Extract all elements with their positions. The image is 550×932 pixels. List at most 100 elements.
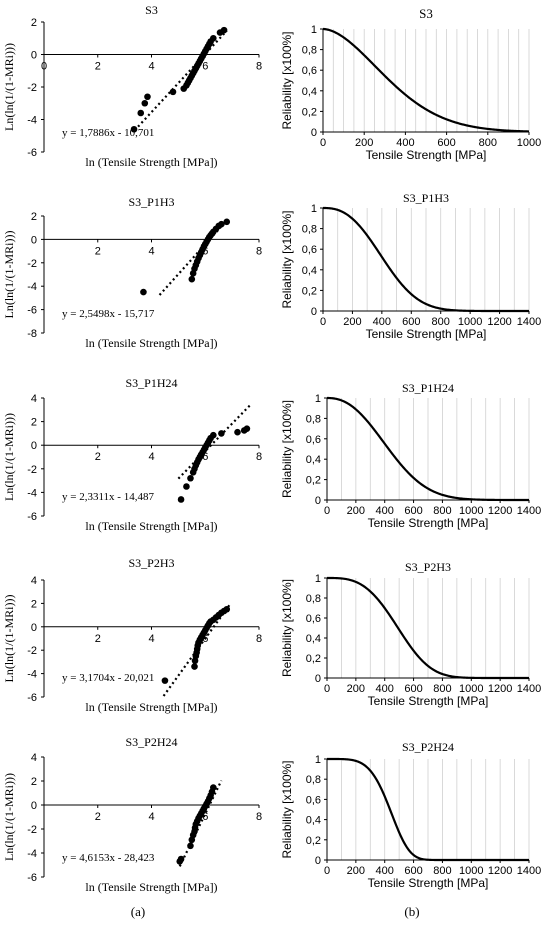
y-axis-title: Ln(ln(1/(1-MRi))) — [2, 413, 16, 501]
reliability-curve — [327, 576, 529, 680]
x-tick-label: 800 — [433, 683, 451, 695]
chart-title: S3_P2H3 — [405, 560, 451, 574]
y-tick-label: 1 — [315, 754, 321, 766]
y-axis-title: Ln(ln(1/(1-MRi))) — [2, 231, 16, 319]
y-tick-label: -6 — [27, 692, 37, 704]
x-tick-label: 1000 — [459, 865, 483, 877]
x-tick-label: 2 — [95, 633, 101, 645]
x-tick-label: 1400 — [517, 865, 541, 877]
y-tick-label: 0 — [315, 495, 321, 507]
data-point — [183, 483, 190, 490]
x-tick-label: 1000 — [517, 137, 541, 149]
reliability-plot-5: 0 0,2 0,4 0,6 0,8 1 0 200 400 600 800 1000 1200 1400 S… — [280, 740, 541, 890]
panel-label-a: (a) — [131, 904, 145, 919]
x-tick-label: 800 — [433, 865, 451, 877]
y-tick-label: 0,8 — [302, 45, 317, 57]
x-tick-label: 1400 — [517, 683, 541, 695]
y-tick-label: 0,8 — [306, 593, 321, 605]
x-tick-label: 8 — [256, 633, 262, 645]
x-tick-label: 1400 — [517, 505, 541, 517]
y-tick-label: 0,2 — [306, 835, 321, 847]
x-tick-label: 600 — [404, 505, 422, 517]
y-axis-title: Ln(ln(1/(1-MRi))) — [2, 773, 16, 861]
y-axis-title: Ln(ln(1/(1-MRi))) — [2, 595, 16, 683]
trend-equation: y = 2,5498x - 15,717 — [62, 308, 155, 320]
chart-title: S3 — [419, 6, 433, 21]
data-point — [187, 842, 194, 850]
x-tick-label: 4 — [148, 245, 154, 257]
y-tick-label: 0,2 — [302, 106, 317, 118]
data-point — [161, 677, 169, 684]
y-tick-label: 0,6 — [302, 65, 317, 77]
data-point — [140, 288, 147, 296]
x-tick-label: 600 — [402, 316, 420, 328]
y-tick-label: 1 — [311, 24, 317, 36]
y-axis-title: Ln(ln(1/(1-MRi))) — [2, 43, 16, 131]
chart-title: S3_P1H3 — [128, 195, 174, 209]
chart-title: S3_P2H3 — [128, 556, 174, 570]
x-tick-label: 400 — [373, 316, 391, 328]
x-tick-label: 2 — [95, 451, 101, 463]
x-tick-label: 200 — [347, 865, 365, 877]
x-axis-title: ln (Tensile Strength [MPa]) — [85, 155, 217, 169]
data-point — [210, 431, 217, 439]
trendline — [177, 403, 252, 480]
data-point — [137, 109, 145, 117]
y-tick-label: -6 — [27, 147, 37, 159]
y-tick-label: -6 — [27, 305, 37, 317]
y-tick-label: 0 — [315, 673, 321, 685]
trend-equation: y = 2,3311x - 14,487 — [62, 491, 154, 503]
x-tick-label: 0 — [324, 865, 330, 877]
chart-title: S3_P2H24 — [125, 735, 177, 749]
y-tick-label: 0,2 — [306, 653, 321, 665]
data-point — [218, 220, 225, 228]
x-tick-label: 8 — [256, 245, 262, 257]
data-point — [243, 425, 251, 432]
data-point — [144, 93, 151, 101]
x-axis-title: ln (Tensile Strength [MPa]) — [85, 336, 217, 350]
x-axis-title: Tensile Strength [MPa] — [368, 516, 489, 530]
y-tick-label: 0 — [31, 800, 37, 812]
x-axis-title: Tensile Strength [MPa] — [368, 876, 489, 890]
y-tick-label: 2 — [31, 776, 37, 788]
x-tick-label: 200 — [347, 683, 365, 695]
x-tick-label: 2 — [95, 61, 101, 73]
data-point — [210, 34, 217, 42]
data-point — [223, 218, 231, 226]
y-tick-label: -6 — [27, 872, 37, 884]
reliability-plot-1: 0 0,2 0,4 0,6 0,8 1 0 200 400 600 800 1000 S3 Tensile… — [280, 6, 541, 162]
x-tick-label: 0 — [41, 61, 47, 73]
y-axis-title: Reliability [x100%] — [280, 210, 294, 308]
y-tick-label: 2 — [31, 211, 37, 223]
weibull-plot-1: -6 -4 -2 0 2 0 2 4 6 8 S3 y = 1,7886x - 10,701 ln (T… — [2, 3, 262, 169]
x-tick-label: 400 — [376, 505, 394, 517]
y-tick-label: 0,2 — [306, 475, 321, 487]
y-tick-label: -4 — [27, 848, 37, 860]
reliability-plot-4: 0 0,2 0,4 0,6 0,8 1 0 200 400 600 800 1000 1200 1400 S… — [280, 560, 541, 708]
y-tick-label: -6 — [27, 511, 37, 523]
x-tick-label: 200 — [343, 316, 361, 328]
x-tick-label: 400 — [396, 137, 414, 149]
x-tick-label: 600 — [404, 683, 422, 695]
data-point — [188, 275, 196, 283]
charts-layer: -6 -4 -2 0 2 0 2 4 6 8 S3 y = 1,7886x - 10,701 ln (T… — [2, 3, 541, 894]
x-tick-label: 4 — [148, 61, 154, 73]
data-point — [234, 428, 241, 436]
y-tick-label: -2 — [27, 258, 37, 270]
y-tick-label: 0,6 — [302, 244, 317, 256]
y-tick-label: 4 — [31, 752, 37, 764]
data-point — [210, 784, 217, 791]
y-tick-label: 0 — [31, 234, 37, 246]
reliability-curve — [327, 757, 529, 862]
x-tick-label: 6 — [202, 245, 208, 257]
y-tick-label: 4 — [31, 393, 37, 405]
x-tick-label: 8 — [256, 811, 262, 823]
y-axis-title: Reliability [x100%] — [280, 31, 294, 129]
x-tick-label: 4 — [148, 633, 154, 645]
y-tick-label: 0 — [311, 306, 317, 318]
chart-title: S3_P1H24 — [402, 381, 454, 395]
x-tick-label: 1200 — [488, 505, 512, 517]
data-point — [177, 855, 185, 863]
chart-title: S3 — [145, 3, 158, 17]
